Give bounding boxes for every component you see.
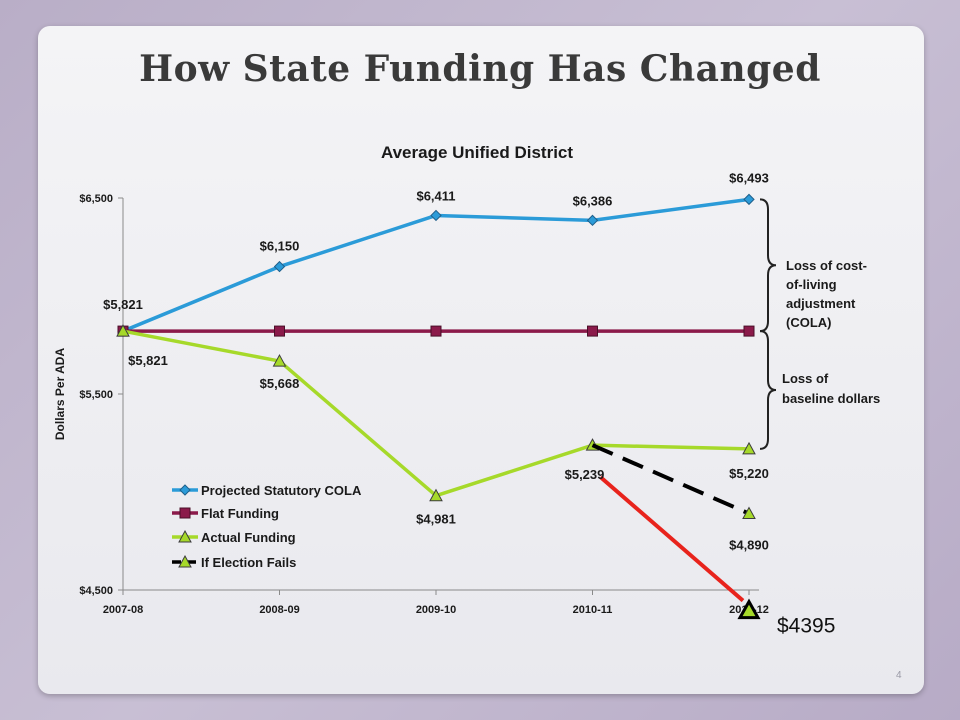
chart-title: Average Unified District — [381, 143, 573, 162]
series-marker — [430, 209, 442, 222]
y-tick-label: $4,500 — [79, 585, 113, 597]
slide-panel — [38, 26, 924, 694]
data-label: $5,821 — [103, 297, 143, 312]
data-label: $6,411 — [416, 188, 455, 203]
series-marker — [272, 354, 287, 367]
cola-loss-label: (COLA) — [786, 315, 832, 330]
series-marker — [742, 441, 756, 455]
data-label: $4,981 — [416, 512, 456, 527]
y-tick-label: $5,500 — [79, 389, 113, 401]
series-marker — [274, 325, 285, 337]
extra-point-line — [599, 475, 745, 603]
data-labels: $5,821 $6,150 $6,411 $6,386 $6,493 $5,821 $5,6… — [103, 170, 769, 552]
series-marker — [742, 506, 756, 520]
series-marker — [116, 324, 130, 337]
slide-title: How State Funding Has Changed — [139, 48, 821, 90]
extra-point-marker — [737, 598, 761, 620]
x-tick-label: 2007-08 — [103, 604, 143, 616]
x-tick-label: 2010-11 — [573, 604, 613, 616]
data-label: $5,821 — [128, 353, 168, 368]
legend-label: Actual Funding — [201, 530, 296, 545]
series-line — [591, 443, 750, 516]
legend: Projected Statutory COLA Flat Funding Actu… — [172, 483, 362, 570]
legend-swatch-marker — [179, 484, 191, 496]
annotations: $4395 Loss of cost-of-living adjustment (CO… — [737, 198, 880, 638]
series-layer — [116, 193, 756, 603]
data-label: $5,668 — [260, 376, 300, 391]
data-label: $6,150 — [260, 239, 300, 254]
cola-loss-label: of-living — [786, 277, 837, 292]
baseline-brace — [759, 330, 777, 450]
series-marker — [743, 193, 755, 206]
cola-loss-label: Loss of cost- — [786, 258, 867, 273]
series-marker — [743, 325, 755, 337]
series-marker — [429, 488, 443, 502]
series-marker — [587, 325, 598, 337]
extra-point-label: $4395 — [777, 615, 835, 638]
data-label: $6,493 — [729, 170, 769, 185]
data-label: $4,890 — [729, 538, 769, 553]
axes: $4,500 $5,500 $6,500 2007-08 2008-09 2009-10 2… — [53, 193, 769, 616]
y-axis-label: Dollars Per ADA — [53, 348, 67, 441]
data-label: $5,239 — [565, 467, 605, 482]
series-marker — [586, 214, 599, 227]
cola-loss-label: adjustment — [786, 296, 856, 311]
baseline-loss-label: baseline dollars — [782, 391, 880, 406]
baseline-loss-label: Loss of — [782, 371, 829, 386]
y-tick-label: $6,500 — [79, 193, 113, 205]
legend-swatch-marker — [178, 554, 192, 568]
legend-swatch-marker — [179, 507, 191, 519]
data-label: $6,386 — [573, 193, 613, 208]
legend-swatch-marker — [178, 529, 192, 543]
cola-brace — [759, 198, 777, 333]
data-label: $5,220 — [729, 466, 769, 481]
series-marker — [273, 260, 286, 273]
legend-label: Flat Funding — [201, 506, 279, 521]
series-marker — [430, 325, 442, 337]
x-tick-label: 2008-09 — [259, 604, 299, 616]
x-tick-label: 2009-10 — [416, 604, 456, 616]
page-number: 4 — [896, 670, 902, 681]
legend-label: If Election Fails — [201, 555, 296, 570]
legend-label: Projected Statutory COLA — [201, 483, 362, 498]
